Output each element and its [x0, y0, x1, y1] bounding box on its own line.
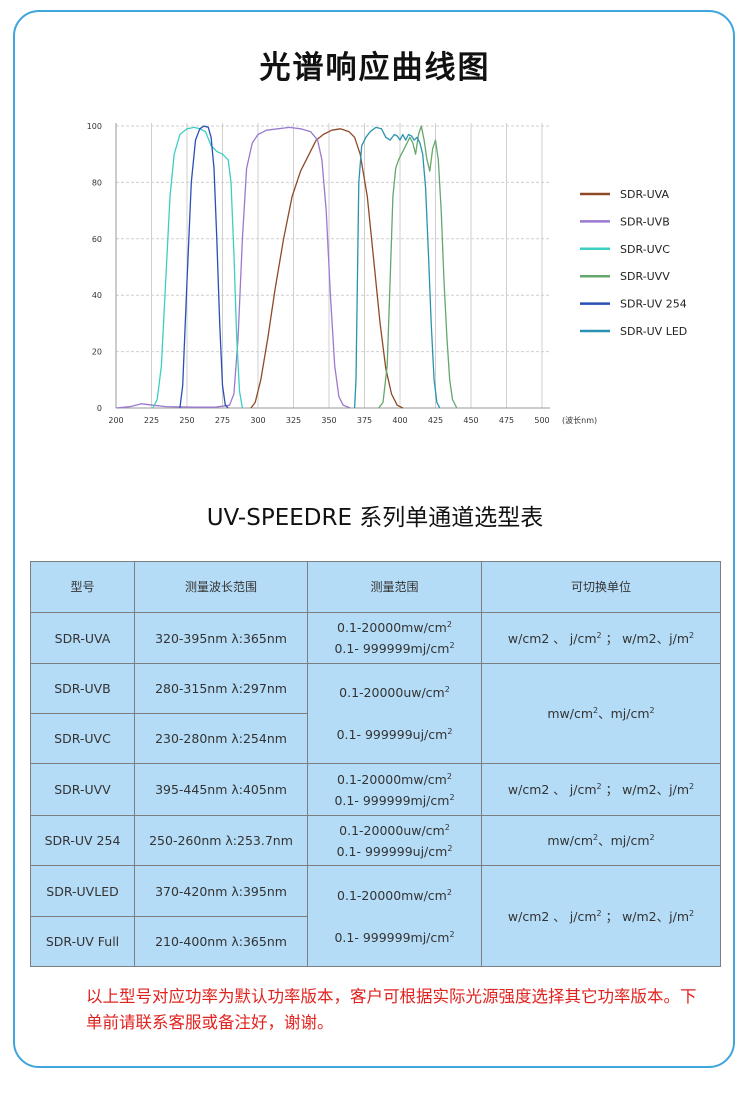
x-tick-label: 425 — [428, 416, 443, 425]
range-line: 0.1-20000uw/cm — [339, 822, 445, 838]
cell-units: mw/cm2、mj/cm2 — [481, 663, 721, 764]
cell-units: w/cm2 、 j/cm2 ； w/m2、j/m2 — [481, 612, 721, 664]
spectral-response-chart: 200 225 250 275 300 325 350 375 400 425 450 475 500 0… — [87, 122, 688, 425]
x-tick-label: 275 — [215, 416, 230, 425]
cell-wavelength: 210-400nm λ:365nm — [134, 916, 308, 967]
x-tick-label: 300 — [250, 416, 265, 425]
series-line — [179, 125, 229, 409]
table-row: SDR-UVB 280-315nm λ:297nm 0.1-20000uw/cm… — [30, 663, 721, 764]
table-row: SDR-UVLED 370-420nm λ:395nm 0.1-20000mw/… — [30, 865, 721, 967]
x-tick-label: 250 — [179, 416, 194, 425]
y-tick-label: 0 — [97, 404, 102, 413]
chart-axes: 200 225 250 275 300 325 350 375 400 425 450 475 500 0… — [87, 122, 597, 425]
legend-label: SDR-UVV — [620, 270, 670, 283]
cell-wavelength: 395-445nm λ:405nm — [134, 763, 308, 816]
x-tick-label: 375 — [357, 416, 372, 425]
series-line — [250, 128, 404, 409]
legend-label: SDR-UVB — [620, 215, 670, 228]
x-axis-label: (波长nm) — [562, 415, 597, 425]
table-row: SDR-UV 254 250-260nm λ:253.7nm 0.1-20000… — [30, 815, 721, 866]
range-line: 0.1- 999999uj/cm — [336, 843, 448, 859]
cell-range: 0.1-20000mw/cm2 0.1- 999999mj/cm2 — [307, 865, 482, 967]
cell-wavelength: 370-420nm λ:395nm — [134, 865, 308, 917]
table-row: SDR-UVA 320-395nm λ:365nm 0.1-20000mw/cm… — [30, 612, 721, 664]
series-line — [353, 126, 441, 409]
x-tick-label: 325 — [286, 416, 301, 425]
cell-range: 0.1-20000uw/cm2 0.1- 999999uj/cm2 — [307, 663, 482, 764]
chart-grid — [115, 123, 550, 409]
x-tick-label: 225 — [144, 416, 159, 425]
x-tick-label: 500 — [534, 416, 549, 425]
header-range: 测量范围 — [307, 561, 482, 613]
cell-model: SDR-UV Full — [30, 916, 135, 967]
header-wavelength: 测量波长范围 — [134, 561, 308, 613]
cell-units: w/cm2 、 j/cm2 ； w/m2、j/m2 — [481, 865, 721, 967]
range-line: 0.1-20000mw/cm — [337, 620, 447, 635]
cell-model: SDR-UVC — [30, 713, 135, 764]
series-line — [152, 126, 244, 409]
range-line: 0.1-20000uw/cm — [339, 685, 445, 700]
page-frame — [13, 10, 735, 1068]
chart-legend: SDR-UVA SDR-UVB SDR-UVC SDR-UVV SDR-UV 254 SD… — [580, 188, 687, 338]
range-line: 0.1-20000mw/cm — [337, 887, 447, 903]
series-line — [115, 126, 351, 409]
cell-model: SDR-UVLED — [30, 865, 135, 917]
cell-model: SDR-UVB — [30, 663, 135, 714]
legend-label: SDR-UVA — [620, 188, 669, 201]
cell-units: mw/cm2、mj/cm2 — [481, 815, 721, 866]
legend-label: SDR-UVC — [620, 243, 670, 256]
header-model: 型号 — [30, 561, 135, 613]
x-tick-label: 475 — [499, 416, 514, 425]
page-title: 光谱响应曲线图 — [259, 50, 491, 86]
legend-label: SDR-UV 254 — [620, 298, 687, 311]
cell-wavelength: 280-315nm λ:297nm — [134, 663, 308, 714]
y-tick-label: 40 — [92, 291, 102, 300]
cell-model: SDR-UVA — [30, 612, 135, 664]
header-units: 可切换单位 — [481, 561, 721, 613]
y-tick-label: 60 — [92, 235, 102, 244]
cell-wavelength: 250-260nm λ:253.7nm — [134, 815, 308, 866]
table-title: UV-SPEEDRE 系列单通道选型表 — [206, 505, 544, 531]
cell-model: SDR-UV 254 — [30, 815, 135, 866]
x-tick-label: 200 — [108, 416, 123, 425]
range-line: 0.1- 999999mj/cm — [334, 792, 450, 808]
x-tick-label: 400 — [392, 416, 407, 425]
range-line: 0.1- 999999uj/cm — [336, 727, 448, 742]
table-row: SDR-UVV 395-445nm λ:405nm 0.1-20000mw/cm… — [30, 763, 721, 816]
range-line: 0.1- 999999mj/cm — [334, 929, 450, 945]
chart-series — [115, 125, 458, 409]
x-tick-label: 350 — [321, 416, 336, 425]
cell-model: SDR-UVV — [30, 763, 135, 816]
range-line: 0.1-20000mw/cm — [337, 771, 447, 787]
series-line — [378, 125, 458, 409]
legend-label: SDR-UV LED — [620, 325, 687, 338]
selection-table: 型号 测量波长范围 测量范围 可切换单位 SDR-UVA 320-395nm λ… — [30, 561, 721, 967]
y-tick-label: 80 — [92, 178, 102, 187]
y-tick-label: 20 — [92, 348, 102, 357]
footnote: 以上型号对应功率为默认功率版本，客户可根据实际光源强度选择其它功率版本。下单前请… — [86, 987, 697, 1032]
table-row: SDR-UVC 230-280nm λ:254nm — [30, 713, 721, 764]
cell-range: 0.1-20000mw/cm2 0.1- 999999mj/cm2 — [307, 763, 482, 816]
table-row: SDR-UV Full 210-400nm λ:365nm — [30, 916, 721, 967]
cell-wavelength: 320-395nm λ:365nm — [134, 612, 308, 664]
cell-range: 0.1-20000mw/cm2 0.1- 999999mj/cm2 — [307, 612, 482, 664]
x-tick-label: 450 — [463, 416, 478, 425]
range-line: 0.1- 999999mj/cm — [334, 641, 450, 656]
cell-range: 0.1-20000uw/cm2 0.1- 999999uj/cm2 — [307, 815, 482, 866]
cell-wavelength: 230-280nm λ:254nm — [134, 713, 308, 764]
y-tick-label: 100 — [87, 122, 102, 131]
table-header-row: 型号 测量波长范围 测量范围 可切换单位 — [30, 561, 721, 613]
cell-units: w/cm2 、 j/cm2 ； w/m2、j/m2 — [481, 763, 721, 816]
